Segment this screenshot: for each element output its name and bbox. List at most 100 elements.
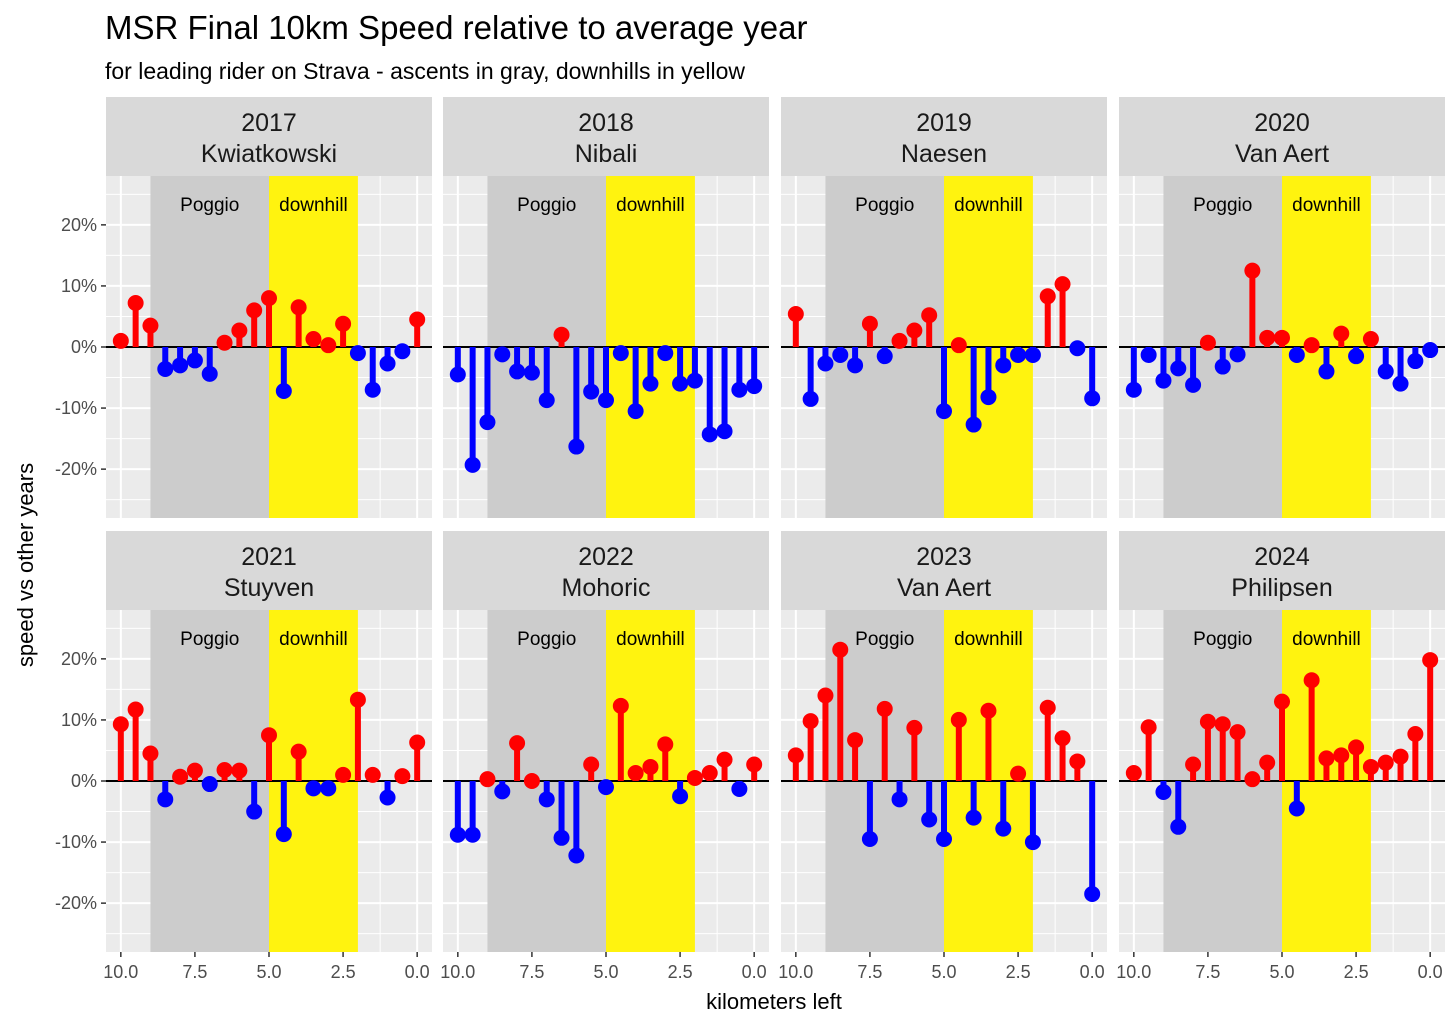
- lollipop-point: [876, 700, 893, 717]
- facet-strip: [443, 531, 769, 610]
- lollipop-point: [817, 355, 834, 372]
- data-marks: [449, 326, 763, 473]
- lollipop-point: [1348, 348, 1365, 365]
- facet-strip: [106, 531, 432, 610]
- data-marks: [1125, 262, 1439, 398]
- facet-year-label: 2019: [916, 109, 972, 137]
- lollipop-point: [701, 765, 718, 782]
- lollipop-point: [1199, 334, 1216, 351]
- lollipop-point: [1229, 724, 1246, 741]
- lollipop-point: [832, 346, 849, 363]
- lollipop-point: [494, 783, 511, 800]
- facet-panel-2024: 2024 Philipsen Poggio downhill: [1119, 531, 1445, 952]
- facet-year-label: 2022: [578, 543, 634, 571]
- lollipop-point: [1407, 353, 1424, 370]
- lollipop-point: [627, 765, 644, 782]
- lollipop-point: [1303, 672, 1320, 689]
- region-downhill-label: downhill: [616, 195, 685, 216]
- y-tick-label: 10%: [61, 276, 97, 296]
- x-tick-label: 7.5: [182, 962, 207, 982]
- lollipop-point: [464, 826, 481, 843]
- region-Poggio-label: Poggio: [517, 629, 576, 650]
- lollipop-point: [523, 773, 540, 789]
- lollipop-point: [394, 768, 411, 785]
- lollipop-point: [538, 791, 555, 808]
- lollipop-point: [1024, 346, 1041, 363]
- lollipop-point: [1318, 750, 1335, 767]
- y-tick-label: -10%: [55, 832, 97, 852]
- region-downhill-label: downhill: [616, 629, 685, 650]
- lollipop-point: [746, 378, 763, 395]
- lollipop-point: [364, 766, 381, 783]
- x-tick-label: 7.5: [519, 962, 544, 982]
- region-Poggio-label: Poggio: [1193, 195, 1252, 216]
- lollipop-point: [157, 791, 174, 808]
- lollipop-point: [891, 332, 908, 349]
- lollipop-point: [936, 831, 952, 848]
- lollipop-point: [409, 311, 426, 328]
- lollipop-point: [936, 403, 952, 420]
- region-Poggio-label: Poggio: [517, 195, 576, 216]
- lollipop-point: [479, 414, 496, 431]
- lollipop-point: [364, 381, 381, 398]
- lollipop-point: [1155, 783, 1172, 800]
- lollipop-point: [261, 290, 277, 307]
- lollipop-point: [305, 331, 322, 348]
- facet-panel-2022: 2022 Mohoric Poggio downhill: [443, 531, 769, 952]
- lollipop-point: [642, 375, 659, 392]
- y-tick-label: -10%: [55, 398, 97, 418]
- facet-panel-2018: 2018 Nibali Poggio downhill: [443, 97, 769, 518]
- lollipop-point: [449, 366, 466, 383]
- lollipop-point: [553, 326, 570, 343]
- lollipop-point: [965, 416, 982, 433]
- lollipop-point: [464, 456, 481, 473]
- lollipop-point: [802, 390, 819, 407]
- x-axis-title: kilometers left: [706, 989, 842, 1014]
- lollipop-point: [686, 372, 703, 389]
- y-tick-label: 10%: [61, 710, 97, 730]
- lollipop-point: [950, 711, 967, 728]
- facet-rider-label: Nibali: [575, 140, 638, 168]
- lollipop-point: [1199, 713, 1216, 730]
- lollipop-point: [275, 382, 292, 399]
- region-Poggio-label: Poggio: [855, 195, 914, 216]
- lollipop-point: [231, 322, 248, 339]
- lollipop-point: [172, 768, 189, 785]
- lollipop-point: [112, 716, 129, 733]
- lollipop-point: [1170, 360, 1187, 377]
- lollipop-point: [657, 345, 674, 362]
- region-Poggio-label: Poggio: [855, 629, 914, 650]
- chart-subtitle: for leading rider on Strava - ascents in…: [105, 58, 745, 84]
- lollipop-point: [1140, 346, 1157, 363]
- lollipop-point: [479, 771, 496, 788]
- lollipop-point: [612, 345, 629, 362]
- lollipop-point: [349, 345, 366, 362]
- y-axis: -20% -10% 0% 10% 20% -20% -10% 0% 10% 20%: [55, 215, 106, 913]
- lollipop-point: [1069, 753, 1086, 770]
- x-tick-label: 5.0: [1269, 962, 1294, 982]
- lollipop-point: [802, 713, 819, 730]
- region-downhill-label: downhill: [1292, 629, 1361, 650]
- lollipop-point: [335, 315, 352, 332]
- lollipop-point: [1010, 765, 1027, 782]
- lollipop-point: [995, 357, 1012, 374]
- x-tick-label: 0.0: [1080, 962, 1105, 982]
- lollipop-point: [950, 337, 967, 354]
- lollipop-point: [1185, 376, 1202, 393]
- lollipop-point: [817, 687, 834, 704]
- facet-rider-label: Philipsen: [1231, 574, 1332, 602]
- lollipop-point: [701, 426, 718, 443]
- lollipop-point: [1422, 342, 1439, 359]
- lollipop-point: [1039, 699, 1056, 716]
- lollipop-point: [1303, 337, 1320, 354]
- lollipop-point: [112, 332, 129, 349]
- lollipop-point: [1377, 754, 1394, 771]
- facet-year-label: 2023: [916, 543, 972, 571]
- lollipop-point: [891, 791, 908, 808]
- lollipop-point: [876, 348, 893, 365]
- lollipop-point: [598, 392, 614, 409]
- facet-panel-2017: 2017 Kwiatkowski Poggio downhill: [106, 97, 432, 518]
- lollipop-point: [1054, 730, 1071, 747]
- lollipop-point: [157, 360, 174, 377]
- data-marks: [787, 276, 1101, 433]
